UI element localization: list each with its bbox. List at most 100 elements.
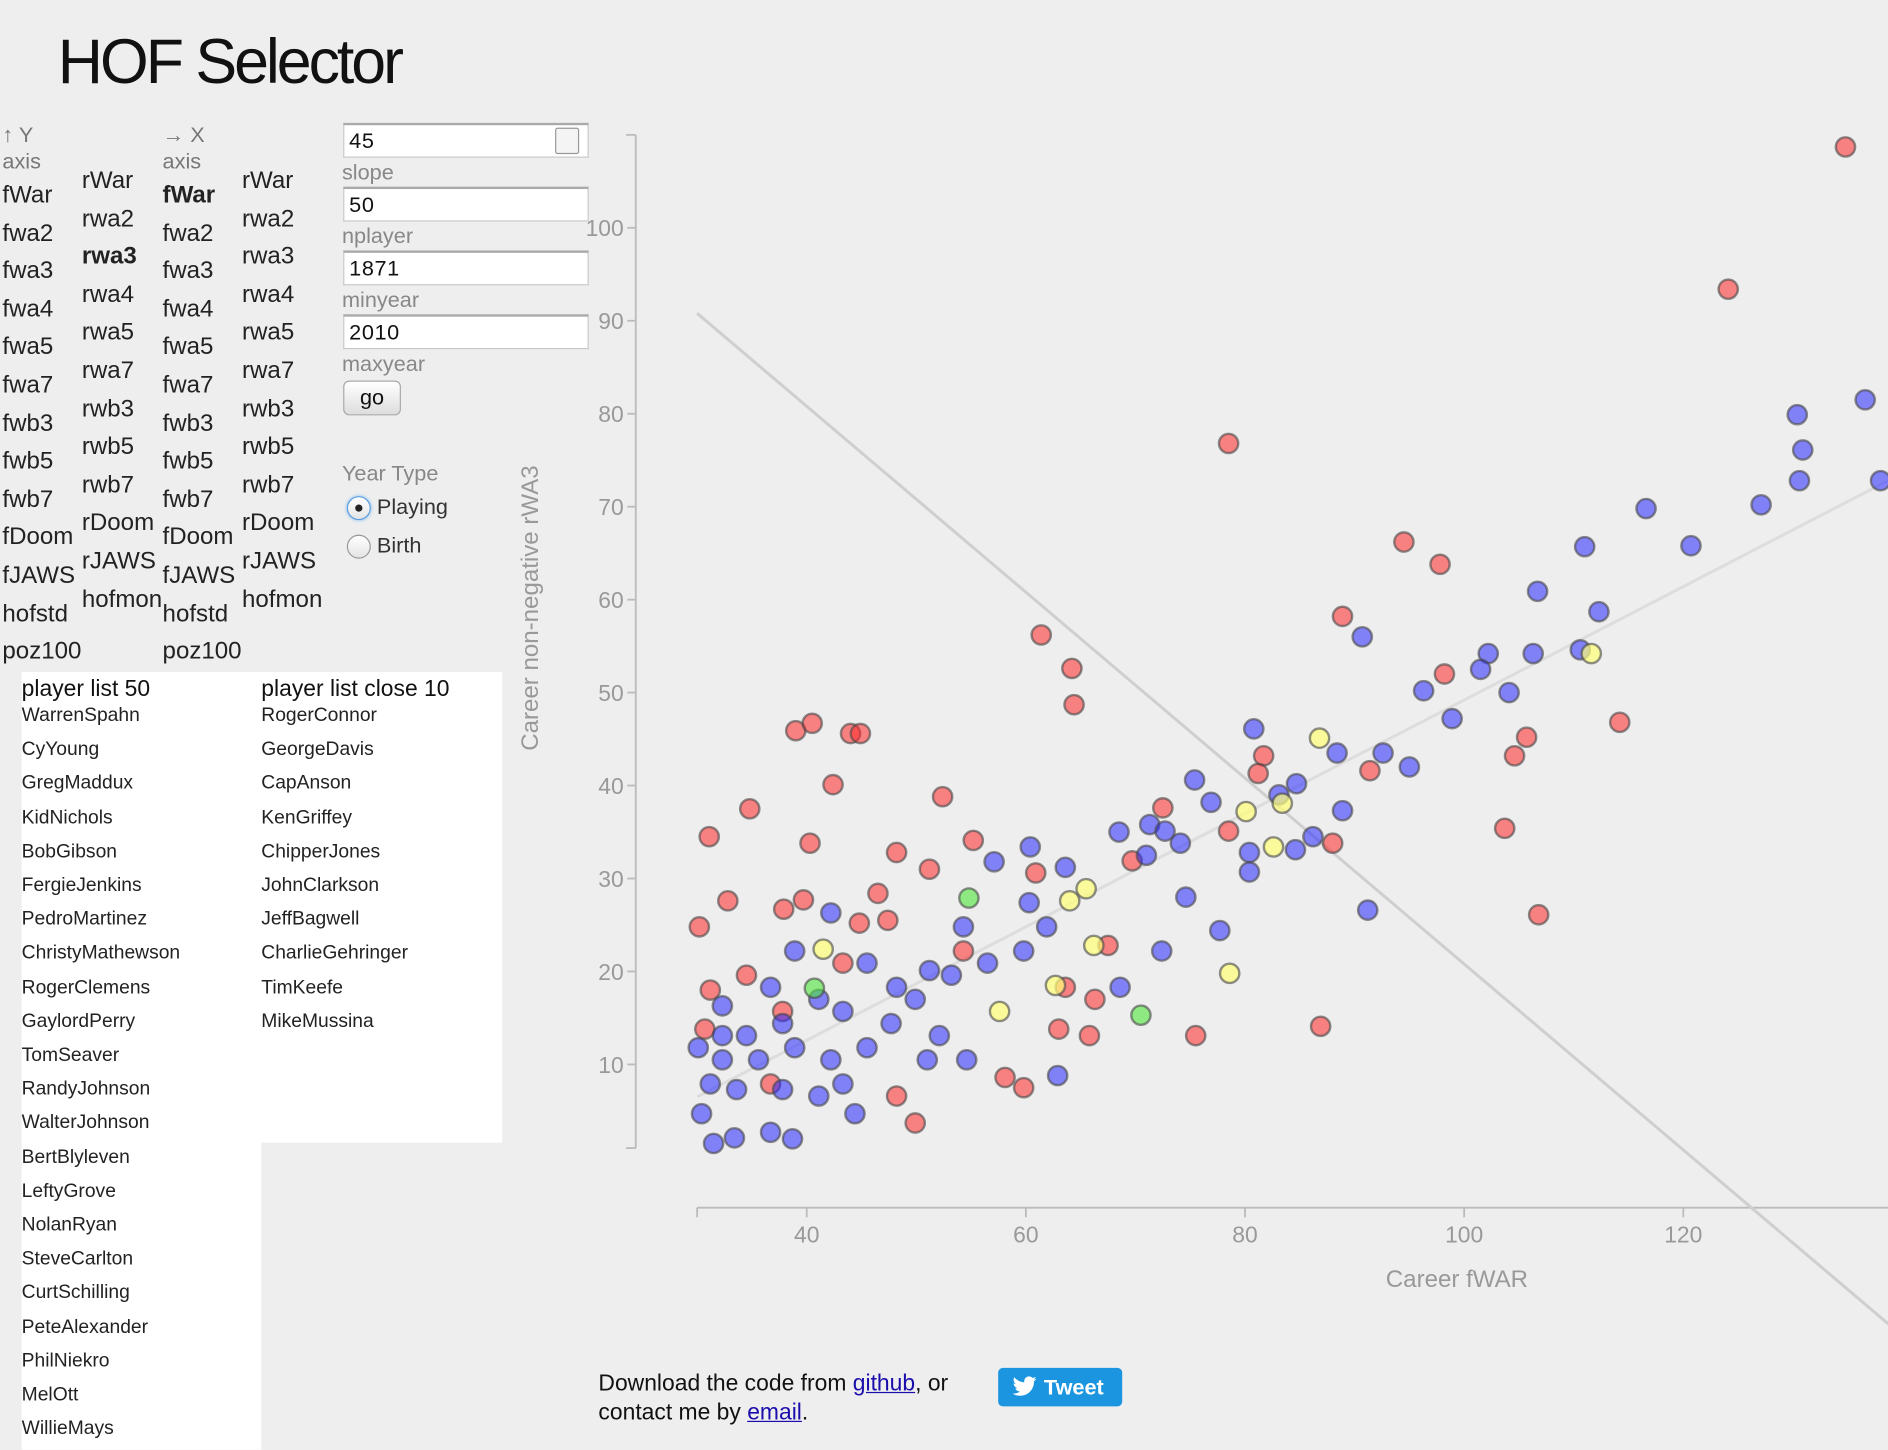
axis-option[interactable]: rWar — [242, 167, 294, 194]
data-point — [1412, 679, 1435, 702]
axis-option[interactable]: rwa7 — [242, 357, 295, 385]
axis-option[interactable]: rWar — [81, 167, 134, 194]
tweet-label: Tweet — [1043, 1375, 1104, 1400]
axis-option[interactable]: fwa3 — [162, 257, 214, 285]
axis-option[interactable]: poz100 — [2, 638, 82, 665]
tweet-button[interactable]: Tweet — [998, 1367, 1123, 1407]
radio[interactable] — [346, 496, 371, 521]
player-name[interactable]: FergieJenkins — [21, 875, 142, 896]
player-name[interactable]: JohnClarkson — [261, 875, 380, 896]
axis-option[interactable]: fWar — [162, 181, 216, 209]
player-name[interactable]: PeteAlexander — [21, 1316, 149, 1338]
axis-option[interactable]: rwb5 — [81, 433, 135, 461]
axis-option[interactable]: fwa4 — [162, 295, 214, 323]
data-point — [1433, 663, 1456, 685]
axis-option[interactable]: rwa2 — [242, 205, 295, 232]
player-name[interactable]: RogerConnor — [261, 705, 377, 727]
player-name[interactable]: TomSeaver — [21, 1045, 120, 1066]
axis-option[interactable]: fDoom — [2, 524, 74, 551]
axis-option[interactable]: hofstd — [2, 600, 69, 627]
axis-option[interactable]: rJAWS — [81, 547, 156, 575]
player-name[interactable]: RandyJohnson — [21, 1079, 151, 1100]
axis-option[interactable]: fDoom — [162, 524, 234, 551]
axis-option[interactable]: rDoom — [81, 509, 155, 537]
player-name[interactable]: GaylordPerry — [21, 1011, 136, 1032]
player-name[interactable]: CharlieGehringer — [261, 943, 408, 964]
player-name[interactable]: GeorgeDavis — [261, 739, 374, 761]
player-name[interactable]: JeffBagwell — [261, 909, 360, 930]
player-name[interactable]: PedroMartinez — [21, 909, 147, 930]
axis-option[interactable]: rwa5 — [81, 319, 135, 347]
player-name[interactable]: CapAnson — [261, 773, 352, 794]
data-point — [1075, 877, 1097, 900]
axis-option[interactable]: rwa4 — [242, 281, 295, 308]
email-link[interactable]: email — [747, 1400, 802, 1426]
axis-option[interactable]: fwa7 — [162, 372, 214, 399]
player-name[interactable]: KenGriffey — [261, 807, 352, 828]
axis-option[interactable]: rwb3 — [242, 395, 295, 423]
axis-option[interactable]: rwa5 — [242, 319, 295, 347]
player-name[interactable]: WillieMays — [21, 1418, 114, 1440]
player-name[interactable]: SteveCarlton — [21, 1248, 134, 1270]
player-name[interactable]: PhilNiekro — [21, 1350, 110, 1372]
axis-option[interactable]: fwa2 — [162, 219, 214, 247]
axis-option[interactable]: hofmon — [81, 585, 163, 613]
axis-option[interactable]: fWar — [2, 181, 53, 209]
player-name[interactable]: KidNichols — [21, 807, 113, 828]
footer-text: contact me by — [598, 1400, 748, 1426]
axis-option[interactable]: rwb5 — [242, 433, 295, 461]
axis-option[interactable]: fwb7 — [162, 486, 214, 513]
player-name[interactable]: WalterJohnson — [21, 1113, 150, 1134]
text-input[interactable]: 2010 — [343, 314, 589, 350]
player-name[interactable]: TimKeefe — [261, 977, 344, 998]
player-name[interactable]: RogerClemens — [21, 977, 151, 998]
go-button[interactable]: go — [343, 380, 401, 416]
player-name[interactable]: ChipperJones — [261, 841, 381, 862]
axis-option[interactable]: fwb3 — [2, 410, 54, 437]
player-name[interactable]: CurtSchilling — [21, 1282, 130, 1304]
axis-option[interactable]: rwb3 — [81, 395, 135, 423]
player-name[interactable]: NolanRyan — [21, 1214, 117, 1236]
axis-option[interactable]: fwa7 — [2, 372, 54, 399]
text-input[interactable]: 50 — [343, 186, 589, 222]
text-input[interactable]: 1871 — [343, 250, 589, 286]
axis-option[interactable]: rJAWS — [242, 547, 317, 575]
axis-option[interactable]: fwa3 — [2, 257, 54, 285]
axis-option[interactable]: rDoom — [242, 509, 315, 537]
radio[interactable] — [346, 534, 371, 559]
axis-option[interactable]: rwb7 — [81, 471, 135, 499]
axis-option[interactable]: fwb7 — [2, 486, 54, 513]
player-name[interactable]: GregMaddux — [21, 773, 134, 794]
axis-option[interactable]: fwb3 — [162, 410, 214, 437]
axis-option[interactable]: fwb5 — [162, 448, 214, 475]
axis-option[interactable]: rwa4 — [81, 281, 135, 308]
github-link[interactable]: github — [852, 1371, 916, 1397]
player-name[interactable]: ChristyMathewson — [21, 943, 181, 964]
axis-option[interactable]: rwa2 — [81, 205, 135, 232]
axis-option[interactable]: fwa2 — [2, 219, 54, 247]
player-name[interactable]: CyYoung — [21, 739, 100, 761]
axis-option[interactable]: rwa3 — [242, 243, 295, 270]
player-name[interactable]: BobGibson — [21, 841, 118, 862]
text-input[interactable]: 45 — [343, 122, 589, 158]
axis-option[interactable]: rwa3 — [81, 243, 137, 270]
axis-option[interactable]: fwb5 — [2, 448, 54, 475]
data-point — [699, 1073, 722, 1095]
radio-label[interactable]: Birth — [376, 533, 422, 558]
axis-option[interactable]: fwa5 — [162, 334, 214, 361]
player-name[interactable]: WarrenSpahn — [21, 705, 140, 727]
axis-option[interactable]: fwa4 — [2, 295, 54, 323]
axis-option[interactable]: fJAWS — [162, 562, 236, 589]
axis-option[interactable]: fwa5 — [2, 334, 54, 361]
player-name[interactable]: BertBlyleven — [21, 1146, 130, 1168]
player-name[interactable]: LeftyGrove — [21, 1180, 116, 1202]
player-name[interactable]: MelOtt — [21, 1384, 79, 1406]
axis-option[interactable]: rwa7 — [81, 357, 135, 385]
axis-option[interactable]: hofstd — [162, 600, 229, 627]
axis-option[interactable]: poz100 — [162, 638, 242, 665]
axis-option[interactable]: fJAWS — [2, 562, 76, 589]
axis-option[interactable]: rwb7 — [242, 471, 295, 499]
axis-option[interactable]: hofmon — [242, 585, 323, 613]
player-name[interactable]: MikeMussina — [261, 1011, 374, 1032]
radio-label[interactable]: Playing — [376, 494, 448, 519]
